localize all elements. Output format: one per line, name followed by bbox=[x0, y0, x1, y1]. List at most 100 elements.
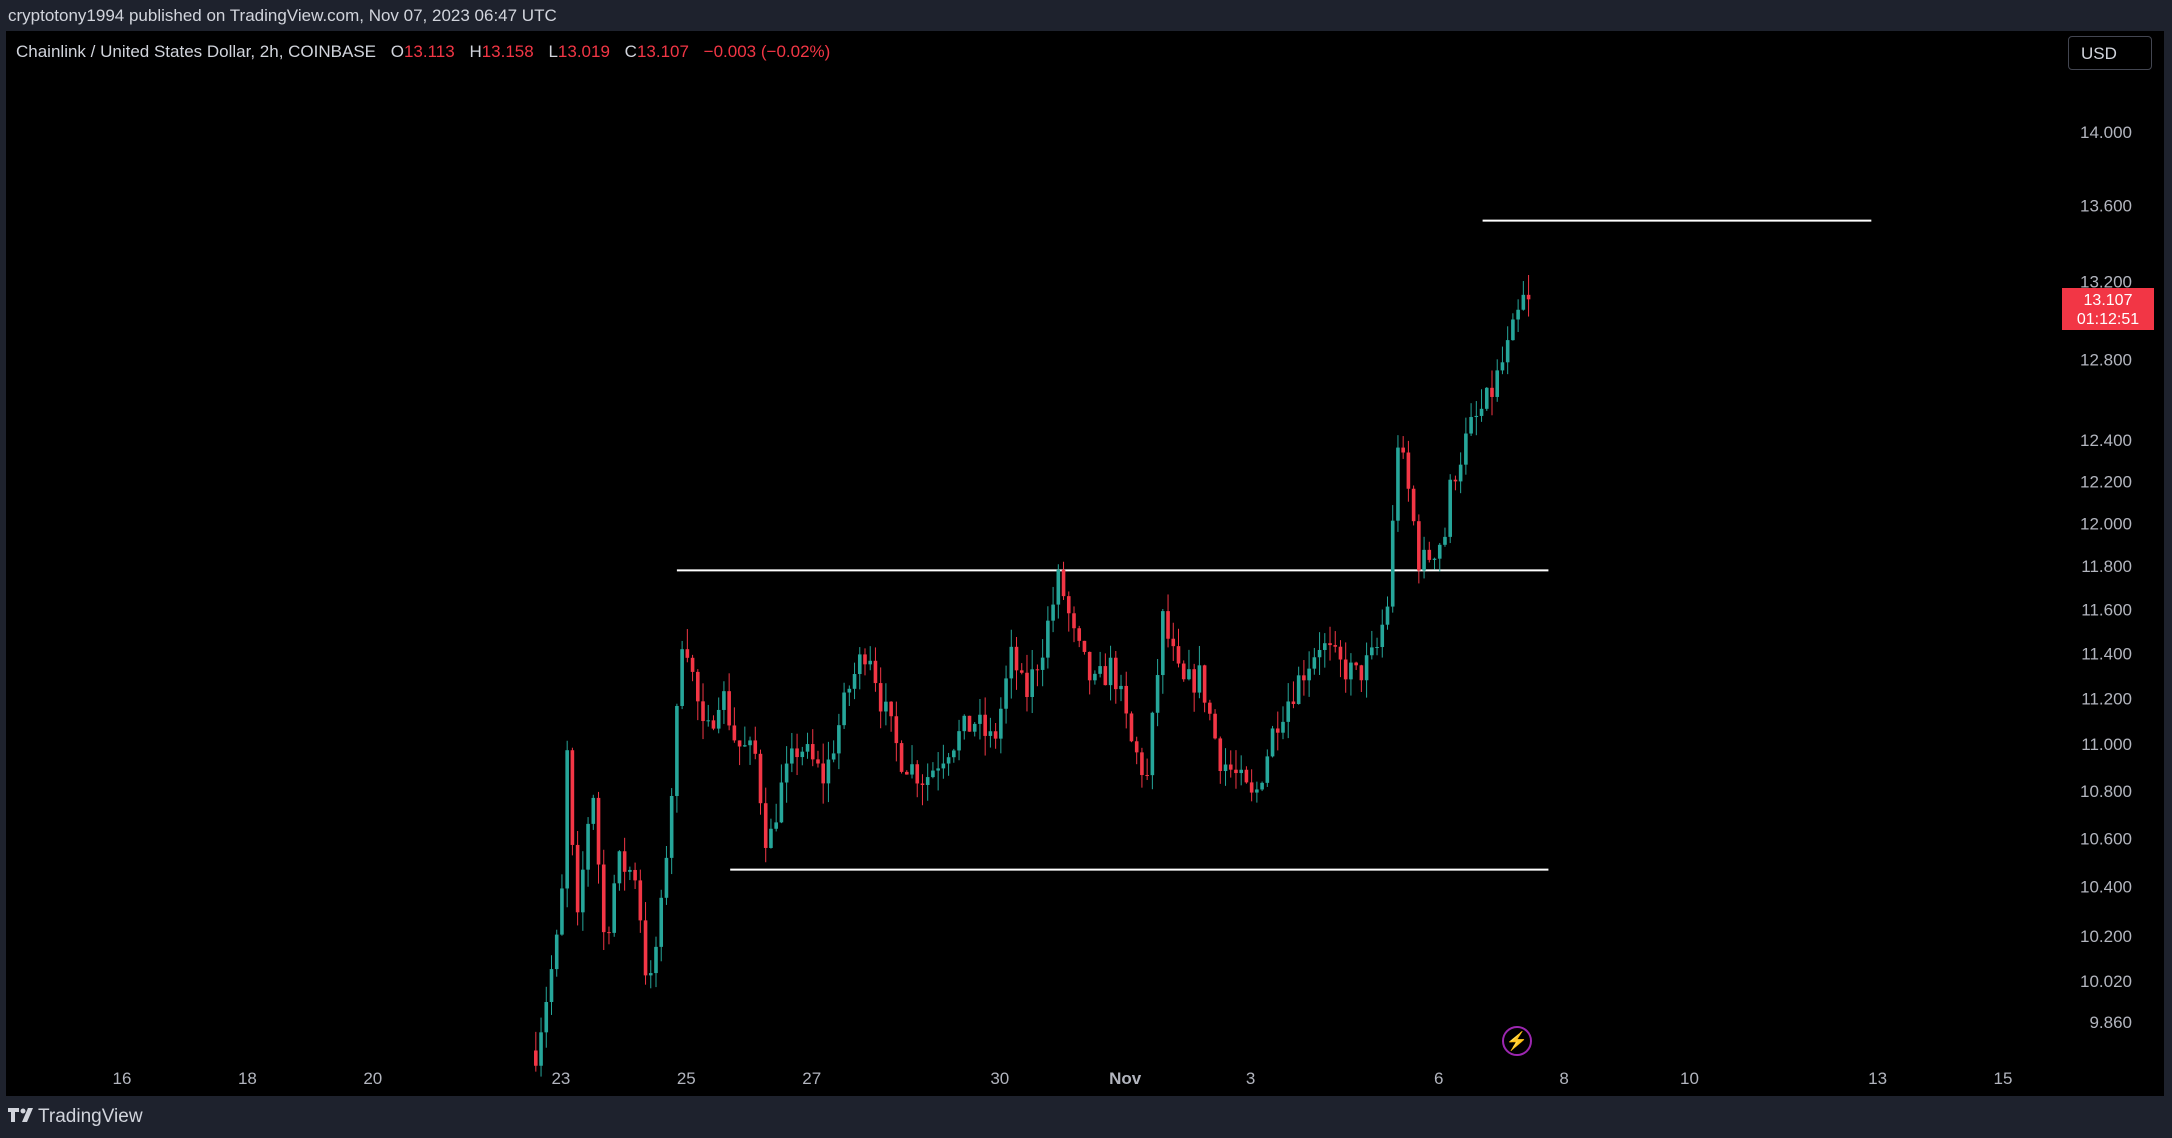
candle-body bbox=[821, 763, 825, 784]
candle-body bbox=[1004, 678, 1008, 709]
candle-body bbox=[1192, 669, 1196, 693]
candle-body bbox=[1317, 649, 1322, 658]
tradingview-brand[interactable]: TradingView bbox=[38, 1106, 143, 1127]
candle-body bbox=[706, 720, 711, 722]
bar-countdown: 01:12:51 bbox=[2077, 311, 2139, 328]
y-tick-label: 12.000 bbox=[2080, 514, 2132, 533]
candle-body bbox=[1140, 752, 1144, 776]
candle-body bbox=[737, 740, 742, 747]
candle-body bbox=[1448, 479, 1452, 537]
candle-body bbox=[1035, 669, 1040, 671]
candle-body bbox=[1213, 713, 1217, 739]
candle-body bbox=[978, 714, 982, 724]
chart-panel[interactable] bbox=[6, 31, 2164, 1096]
candle-body bbox=[1521, 294, 1526, 310]
candle-body bbox=[1385, 606, 1390, 625]
candle-body bbox=[633, 869, 637, 881]
candle-body bbox=[1223, 764, 1228, 772]
currency-button[interactable]: USD bbox=[2068, 36, 2152, 70]
candle-body bbox=[575, 844, 580, 913]
candle-body bbox=[999, 708, 1003, 739]
candle-body bbox=[743, 745, 747, 747]
candle-body bbox=[648, 973, 653, 976]
lightning-icon[interactable]: ⚡ bbox=[1502, 1026, 1532, 1056]
candle-body bbox=[1469, 417, 1473, 434]
y-tick-label: 10.200 bbox=[2080, 927, 2132, 946]
candle-body bbox=[842, 692, 846, 726]
candle-body bbox=[1234, 769, 1238, 774]
candle-body bbox=[1124, 685, 1129, 714]
candle-body bbox=[1375, 647, 1379, 649]
candle-body bbox=[654, 946, 658, 974]
candle-body bbox=[722, 691, 726, 710]
price-chart[interactable]: 14.000 13.600 13.200 12.800 12.400 12.200 12.0… bbox=[0, 0, 2172, 1100]
candle-body bbox=[1422, 549, 1426, 571]
x-tick-label: 18 bbox=[238, 1069, 257, 1088]
candle-body bbox=[1171, 638, 1176, 647]
candle-body bbox=[549, 969, 554, 1003]
candle-body bbox=[1046, 620, 1050, 658]
candle-body bbox=[675, 705, 679, 796]
candle-body bbox=[962, 715, 967, 732]
candle-body bbox=[972, 723, 977, 732]
candle-body bbox=[1406, 452, 1411, 489]
candle-body bbox=[936, 768, 940, 771]
candle-body bbox=[758, 753, 763, 804]
candle-body bbox=[1255, 789, 1259, 793]
open-value: 13.113 bbox=[403, 42, 455, 61]
candle-body bbox=[617, 851, 622, 884]
candle-body bbox=[1443, 536, 1447, 545]
candle-body bbox=[957, 731, 961, 751]
candle-body bbox=[837, 725, 841, 754]
candle-body bbox=[1145, 775, 1149, 777]
y-tick-label: 12.800 bbox=[2080, 350, 2132, 369]
y-tick-label: 11.200 bbox=[2081, 689, 2132, 708]
candle-body bbox=[753, 740, 758, 754]
candle-body bbox=[894, 716, 899, 744]
low-value: 13.019 bbox=[557, 42, 610, 61]
candle-body bbox=[1134, 741, 1139, 753]
candle-body bbox=[612, 883, 616, 933]
candle-body bbox=[763, 803, 768, 848]
candle-body bbox=[1281, 721, 1285, 733]
time-axis[interactable]: 16 18 20 23 25 27 30 Nov 3 6 8 10 13 15 bbox=[113, 1069, 2013, 1088]
candle-body bbox=[889, 701, 893, 717]
candle-body bbox=[1453, 479, 1458, 482]
candle-body bbox=[952, 750, 956, 758]
low-label: L bbox=[548, 42, 558, 61]
candle-body bbox=[1166, 611, 1170, 639]
candle-body bbox=[1286, 701, 1291, 722]
candle-body bbox=[601, 864, 606, 933]
candle-body bbox=[873, 660, 878, 684]
candle-body bbox=[570, 750, 575, 845]
y-tick-label: 11.000 bbox=[2081, 735, 2132, 754]
candle-body bbox=[1437, 544, 1442, 559]
candle-body bbox=[539, 1032, 543, 1066]
x-tick-label: 25 bbox=[677, 1069, 696, 1088]
x-tick-label: 27 bbox=[802, 1069, 821, 1088]
candle-body bbox=[878, 683, 883, 712]
candle-body bbox=[1516, 309, 1520, 320]
y-tick-label: 13.200 bbox=[2080, 272, 2132, 291]
candle-body bbox=[904, 771, 909, 775]
candle-body bbox=[1082, 640, 1087, 652]
candle-body bbox=[1113, 657, 1118, 690]
candle-body bbox=[1495, 370, 1500, 397]
candle-body bbox=[816, 759, 820, 764]
candle-body bbox=[1390, 520, 1395, 607]
price-axis[interactable]: 14.000 13.600 13.200 12.800 12.400 12.200 12.0… bbox=[2080, 123, 2132, 1032]
y-tick-label: 9.860 bbox=[2089, 1013, 2132, 1032]
y-tick-label: 11.600 bbox=[2081, 600, 2132, 619]
candle-body bbox=[899, 743, 904, 772]
candle-body bbox=[1187, 669, 1191, 680]
candle-body bbox=[800, 751, 805, 758]
candle-body bbox=[1427, 549, 1432, 560]
drawn-lines[interactable] bbox=[676, 219, 1872, 871]
candle-body bbox=[1040, 657, 1045, 670]
tradingview-logo-icon[interactable] bbox=[8, 1108, 36, 1124]
candle-body bbox=[1176, 646, 1181, 664]
candle-body bbox=[1307, 668, 1311, 681]
candle-body bbox=[946, 757, 951, 764]
candle-body bbox=[910, 764, 914, 775]
candle-body bbox=[1370, 647, 1374, 656]
